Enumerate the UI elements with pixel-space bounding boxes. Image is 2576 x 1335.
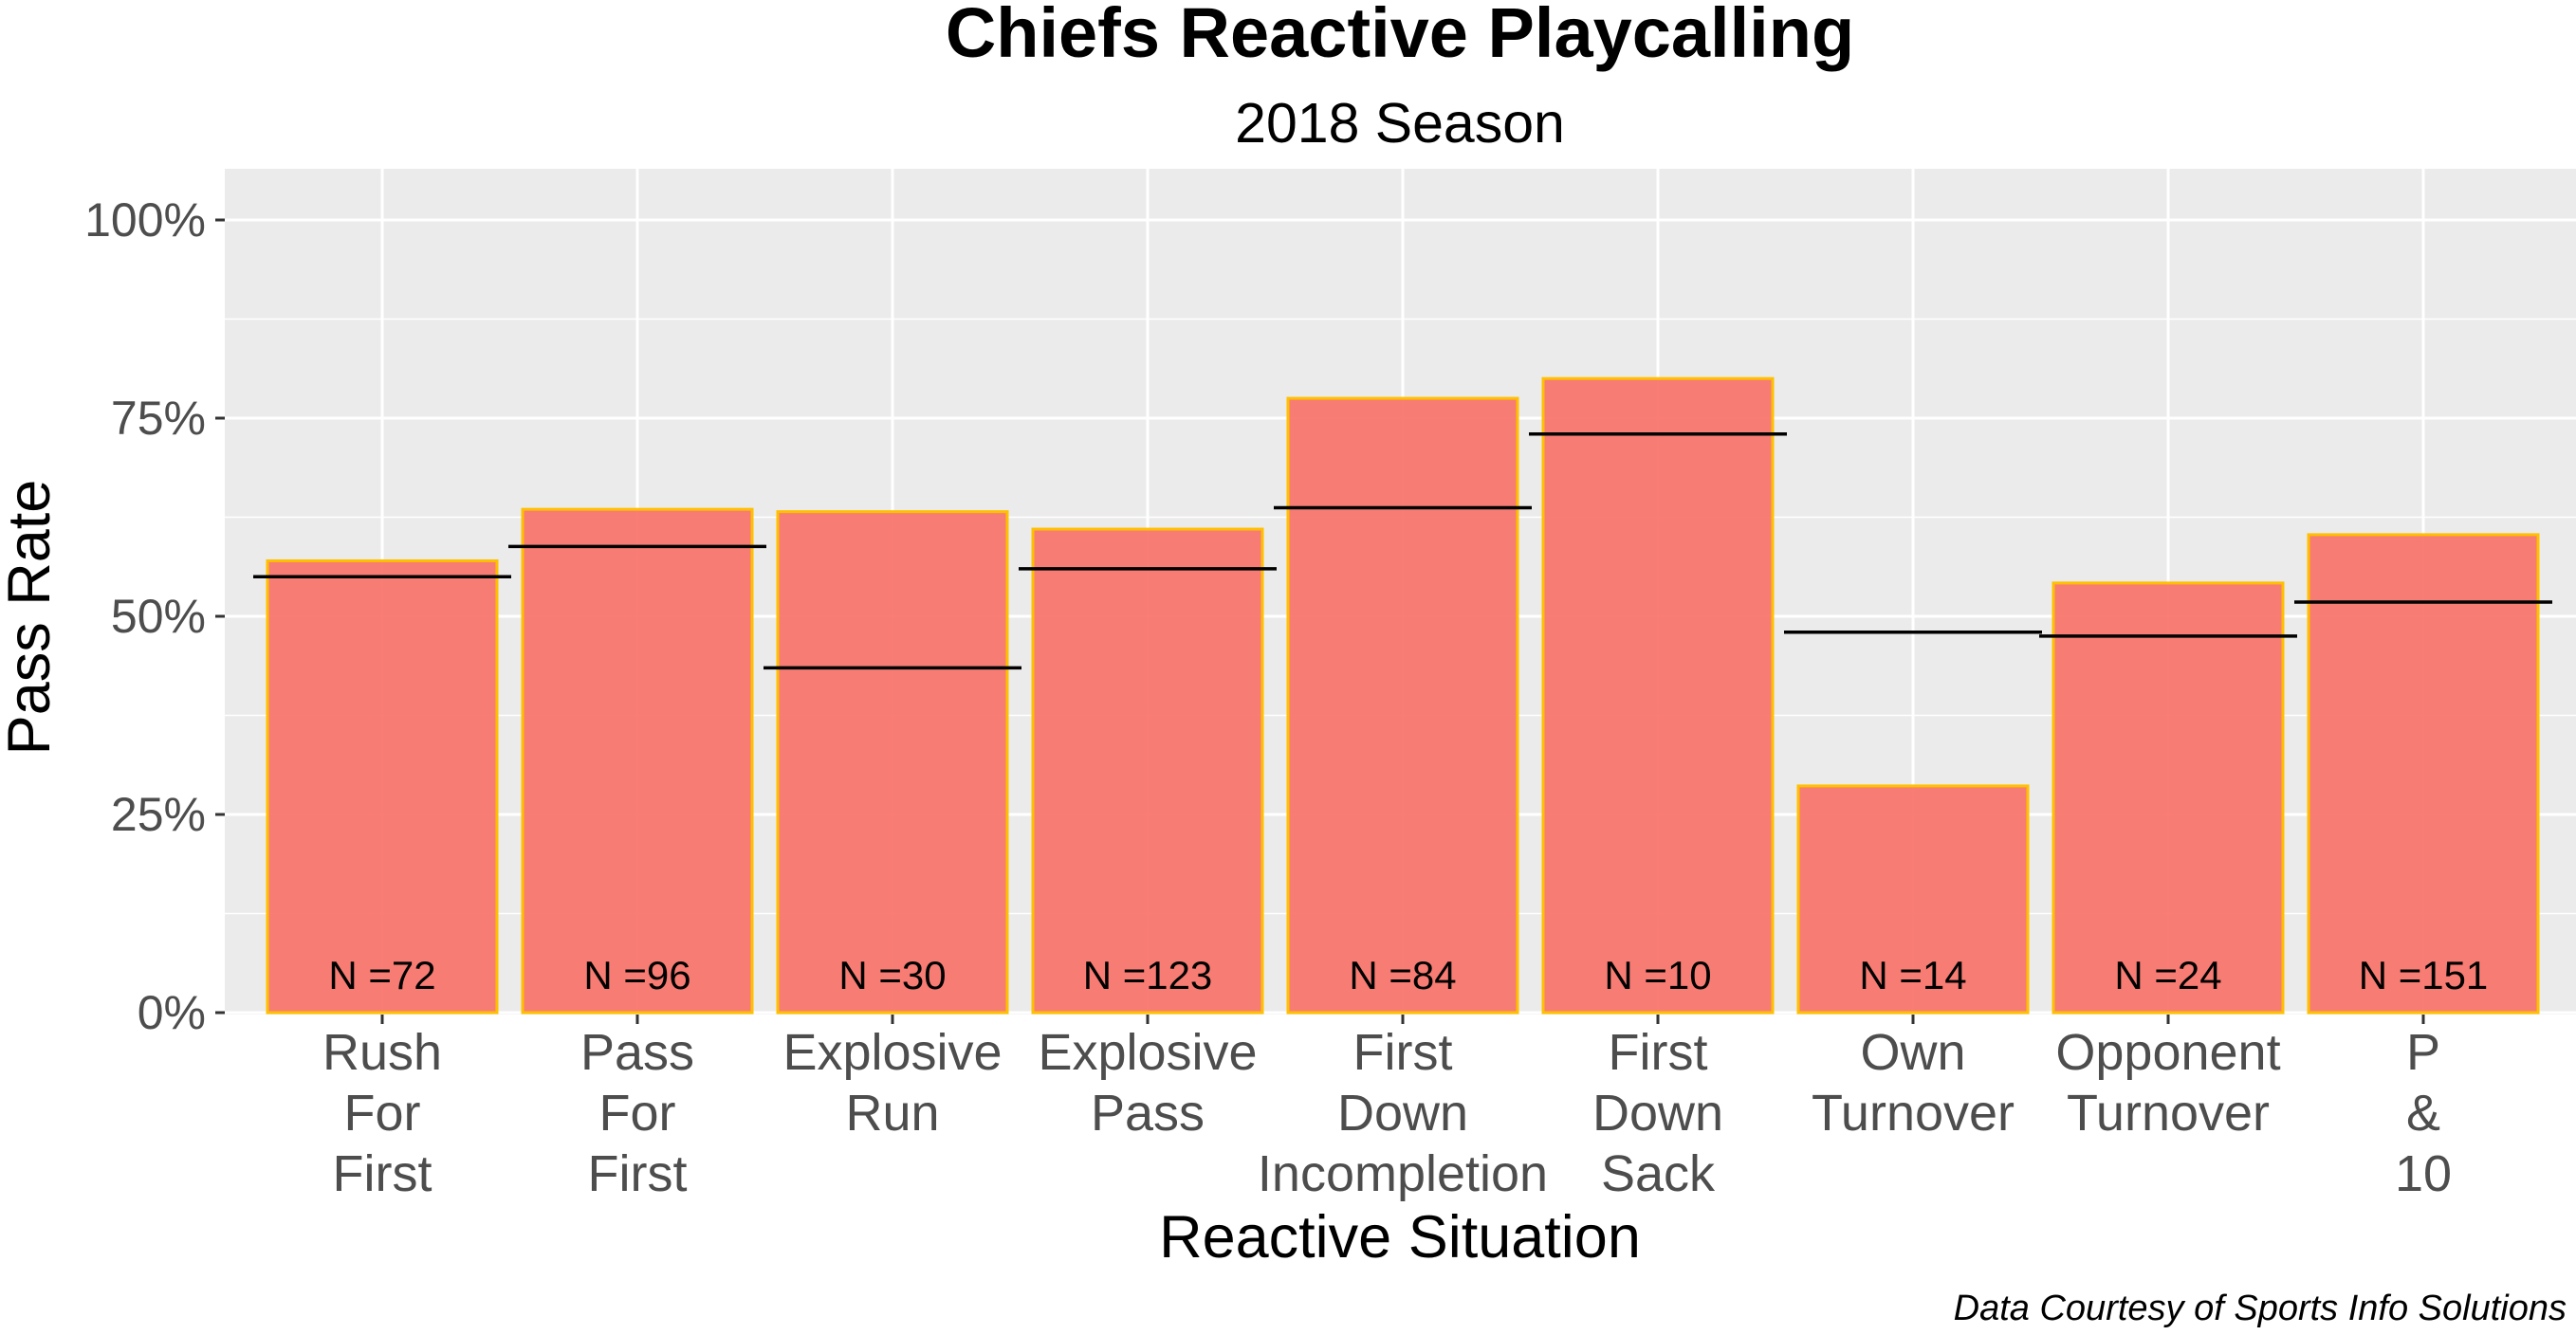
bar (1031, 527, 1264, 1015)
y-tick-label: 100% (84, 193, 206, 247)
y-axis-title: Pass Rate (0, 480, 63, 756)
n-label: N =123 (1083, 953, 1213, 997)
bar (776, 510, 1009, 1015)
x-tick-label-line: Down (1337, 1085, 1468, 1142)
reference-lines-group (253, 431, 2552, 670)
bar (521, 507, 754, 1015)
n-label: N =84 (1349, 953, 1456, 997)
x-axis-title: Reactive Situation (1159, 1204, 1641, 1271)
n-label: N =96 (583, 953, 690, 997)
y-tick-label: 75% (111, 392, 206, 445)
n-label: N =10 (1604, 953, 1711, 997)
x-tick-label: Own Turnover (1812, 1024, 2015, 1142)
x-tick-label-line: Turnover (2067, 1085, 2270, 1142)
x-tick-label-line: & (2406, 1085, 2440, 1142)
x-tick-label-line: First (333, 1145, 432, 1202)
x-tick-label: Rush For First (322, 1024, 442, 1202)
bar (2307, 533, 2540, 1015)
x-tick-label-line: For (599, 1085, 676, 1142)
x-tick-label-line: Rush (322, 1024, 442, 1081)
x-tick-label-line: First (1609, 1024, 1708, 1081)
bars-group (266, 376, 2540, 1015)
x-tick-label-line: Turnover (1812, 1085, 2015, 1142)
x-tick-label: Explosive Pass (1038, 1024, 1257, 1142)
x-tick-label-line: Incompletion (1258, 1145, 1548, 1202)
bar (266, 558, 499, 1015)
y-tick-label: 25% (111, 788, 206, 841)
n-labels-group: N =72 N =96 N =30 N =123 N =84 N =10 N =14 N =2… (328, 953, 2488, 997)
bar (1796, 784, 2030, 1015)
x-tick-label-line: Explosive (1038, 1024, 1257, 1081)
x-tick-label-line: First (588, 1145, 688, 1202)
y-axis: 0% 25% 50% 75% 100% (84, 193, 225, 1039)
n-label: N =14 (1859, 953, 1966, 997)
x-tick-label: Explosive Run (782, 1024, 1002, 1142)
chart-subtitle: 2018 Season (1235, 92, 1565, 155)
n-label: N =24 (2114, 953, 2221, 997)
x-tick-label: First Down Sack (1592, 1024, 1723, 1202)
x-tick-label-line: P (2406, 1024, 2440, 1081)
n-label: N =151 (2359, 953, 2489, 997)
x-tick-label-line: Sack (1601, 1145, 1716, 1202)
x-tick-label-line: First (1353, 1024, 1453, 1081)
x-tick-label-line: Pass (580, 1024, 694, 1081)
y-tick-label: 0% (138, 986, 206, 1039)
y-tick-label: 50% (111, 590, 206, 643)
x-tick-label: Pass For First (580, 1024, 694, 1202)
x-tick-label: First Down Incompletion (1258, 1024, 1548, 1202)
x-tick-label-line: Explosive (782, 1024, 1002, 1081)
x-tick-label-line: Opponent (2055, 1024, 2280, 1081)
x-tick-label-line: Own (1860, 1024, 1965, 1081)
chart-title: Chiefs Reactive Playcalling (946, 0, 1854, 72)
x-tick-label-line: Pass (1091, 1085, 1205, 1142)
data-source-caption: Data Courtesy of Sports Info Solutions (1954, 1289, 2567, 1328)
x-tick-label-line: 10 (2395, 1145, 2452, 1202)
n-label: N =30 (838, 953, 946, 997)
x-tick-label: P & 10 (2395, 1024, 2452, 1202)
x-tick-label: Opponent Turnover (2055, 1024, 2280, 1142)
bar (1286, 396, 1519, 1015)
x-tick-label-line: Run (845, 1085, 939, 1142)
x-tick-label-line: For (344, 1085, 421, 1142)
bar (1541, 376, 1775, 1015)
n-label: N =72 (328, 953, 435, 997)
bar (2052, 581, 2285, 1015)
x-tick-label-line: Down (1592, 1085, 1723, 1142)
